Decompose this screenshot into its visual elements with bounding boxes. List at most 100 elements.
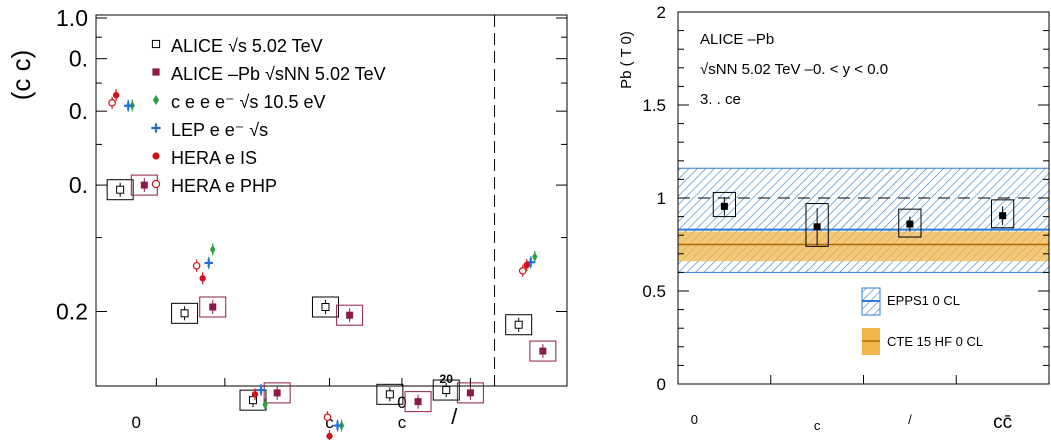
syst-box xyxy=(456,382,484,404)
data-point xyxy=(209,303,217,311)
series-0 xyxy=(106,179,533,411)
data-point xyxy=(273,389,281,397)
data-point xyxy=(180,309,189,318)
x-category-label: c xyxy=(814,418,821,433)
data-point xyxy=(466,389,474,397)
legend-marker xyxy=(152,68,160,76)
y-tick-label: 2 xyxy=(657,3,666,22)
data-point xyxy=(532,252,538,262)
syst-box xyxy=(529,340,557,362)
legend-marker xyxy=(152,152,160,160)
syst-box xyxy=(505,314,533,336)
syst-box xyxy=(376,383,404,405)
syst-box xyxy=(171,302,199,324)
y-tick-label: 1.0 xyxy=(56,5,88,31)
series-1 xyxy=(130,174,557,413)
y-tick-label: 0.2 xyxy=(56,299,88,325)
data-point xyxy=(251,391,259,398)
data-point xyxy=(346,311,354,319)
legend-label: HERA e IS xyxy=(171,148,257,168)
legend-label: LEP e e⁻ √s xyxy=(171,120,268,140)
x-axis-label: c xyxy=(398,413,407,432)
data-point xyxy=(321,302,330,311)
info-text: 3. . ce xyxy=(700,91,741,108)
legend-label: CTE 15 HF 0 CL xyxy=(887,334,983,349)
series-5 xyxy=(108,96,527,424)
data-point xyxy=(323,413,332,422)
data-point xyxy=(385,390,394,399)
data-point xyxy=(414,398,422,406)
legend-marker xyxy=(152,94,160,106)
data-point xyxy=(116,185,125,194)
plot-frame xyxy=(95,14,568,387)
x-axis-label: / xyxy=(451,404,458,429)
data-point xyxy=(523,261,530,269)
syst-box xyxy=(336,304,364,326)
legend-label: HERA e PHP xyxy=(171,176,277,196)
data-point xyxy=(256,385,266,395)
band-cteq xyxy=(678,231,1049,262)
data-point xyxy=(442,386,451,395)
x-category-label: 0 xyxy=(691,412,698,427)
syst-box xyxy=(199,296,227,318)
data-point xyxy=(199,275,206,282)
data-point xyxy=(906,220,914,228)
data-point xyxy=(112,91,120,99)
x-axis-label: c xyxy=(325,413,334,432)
data-point xyxy=(108,99,116,107)
y-tick-label: 0 xyxy=(657,375,666,394)
data-point xyxy=(262,399,268,410)
y-axis-label: Pb ( T 0) xyxy=(618,31,635,89)
data-point xyxy=(518,267,527,275)
syst-box xyxy=(990,199,1015,229)
y-tick-label: 1 xyxy=(657,189,666,208)
syst-box xyxy=(311,296,339,318)
series-3 xyxy=(124,99,535,432)
legend-label: EPPS1 0 CL xyxy=(887,293,960,308)
syst-box xyxy=(805,203,829,247)
legend-label: ALICE √s 5.02 TeV xyxy=(171,36,323,56)
legend-marker xyxy=(151,123,161,133)
data-point xyxy=(204,258,213,268)
data-point xyxy=(326,432,333,440)
data-point xyxy=(514,320,523,329)
y-tick-label: 0. xyxy=(69,98,88,124)
legend-label: ALICE –Pb √sNN 5.02 TeV xyxy=(171,64,386,84)
syst-box xyxy=(712,191,737,218)
y-tick-label: 0. xyxy=(69,172,88,198)
legend: EPPS1 0 CL CTE 15 HF 0 CL xyxy=(861,287,983,355)
data-point xyxy=(813,223,821,231)
legend-marker xyxy=(151,39,161,49)
data-point xyxy=(140,181,148,189)
data-point xyxy=(999,212,1007,220)
data-point xyxy=(720,202,728,210)
legend-label: c e e e⁻ √s 10.5 eV xyxy=(171,92,325,112)
syst-box xyxy=(432,379,460,401)
info-text: ALICE –Pb xyxy=(700,31,774,48)
x-axis-label: 0 xyxy=(397,393,406,412)
syst-box xyxy=(263,382,291,404)
syst-box xyxy=(898,208,922,238)
y-tick-label: 0.5 xyxy=(642,282,666,301)
data-point xyxy=(192,261,201,270)
data-point xyxy=(539,347,547,355)
y-tick-label: 1.5 xyxy=(642,96,666,115)
data-point xyxy=(210,244,216,255)
annotation-label: 20 xyxy=(440,372,454,386)
series-4 xyxy=(112,89,530,443)
x-category-label: cc̄ xyxy=(993,412,1012,433)
info-text: √sNN 5.02 TeV –0. < y < 0.0 xyxy=(700,61,888,78)
syst-box xyxy=(106,179,134,201)
y-tick-label: 0. xyxy=(69,46,88,72)
x-axis-label: 0 xyxy=(132,413,141,432)
syst-box xyxy=(239,389,267,411)
right-panel: 0 0.5 1 1.5 2 Pb ( T 0) 0 c / cc̄ ALICE –Pb √sNN 5.… xyxy=(618,3,1050,433)
x-category-label: / xyxy=(908,412,912,427)
data-point xyxy=(333,421,342,430)
legend-marker xyxy=(151,179,161,189)
syst-box xyxy=(404,391,432,413)
legend: ALICE √s 5.02 TeV ALICE –Pb √sNN 5.02 TeV… xyxy=(151,36,386,196)
data-point xyxy=(124,101,133,110)
